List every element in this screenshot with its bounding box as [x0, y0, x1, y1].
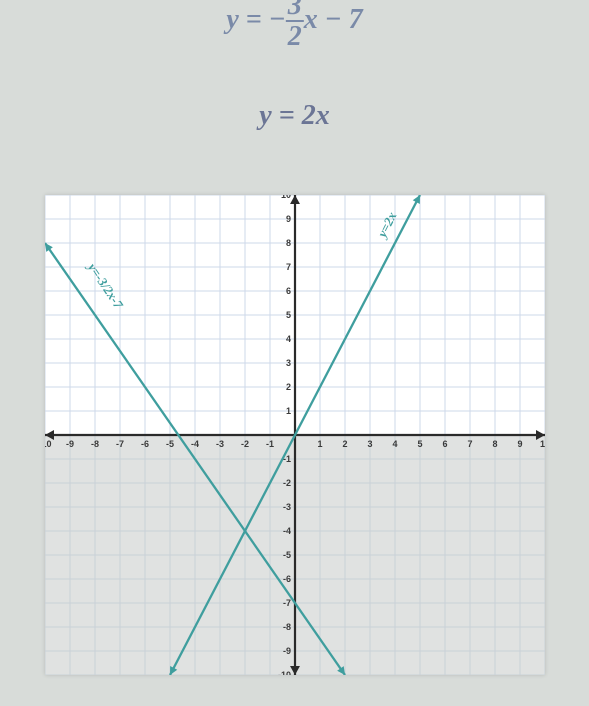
y-tick-label: 10	[280, 195, 290, 200]
y-tick-label: -10	[277, 670, 290, 675]
y-tick-label: -8	[282, 622, 290, 632]
x-tick-label: -3	[215, 439, 223, 449]
y-tick-label: -9	[282, 646, 290, 656]
y-tick-label: 9	[285, 214, 290, 224]
equation-1: y = −32x − 7	[226, 0, 362, 51]
x-tick-label: -10	[45, 439, 52, 449]
y-tick-label: 4	[285, 334, 290, 344]
x-tick-label: -8	[90, 439, 98, 449]
x-tick-label: 6	[442, 439, 447, 449]
x-tick-label: -2	[240, 439, 248, 449]
x-tick-label: 2	[342, 439, 347, 449]
y-tick-label: 7	[285, 262, 290, 272]
eq1-var: x	[304, 4, 318, 35]
y-tick-label: -2	[282, 478, 290, 488]
y-tick-label: 5	[285, 310, 290, 320]
eq1-lhs: y	[226, 4, 238, 35]
y-tick-label: -5	[282, 550, 290, 560]
x-tick-label: -5	[165, 439, 173, 449]
x-tick-label: 10	[539, 439, 544, 449]
x-tick-label: 3	[367, 439, 372, 449]
eq1-equals: =	[246, 4, 262, 35]
x-tick-label: -6	[140, 439, 148, 449]
y-tick-label: -3	[282, 502, 290, 512]
x-tick-label: 1	[317, 439, 322, 449]
eq1-numerator: 3	[286, 0, 304, 22]
y-tick-label: 6	[285, 286, 290, 296]
y-tick-label: 2	[285, 382, 290, 392]
y-tick-label: -4	[282, 526, 290, 536]
eq1-const: 7	[349, 4, 363, 35]
x-tick-label: -1	[265, 439, 273, 449]
eq1-neg: −	[269, 4, 286, 35]
y-tick-label: 1	[285, 406, 290, 416]
y-tick-label: -7	[282, 598, 290, 608]
x-tick-label: 7	[467, 439, 472, 449]
x-tick-label: -9	[65, 439, 73, 449]
eq2-text: y = 2x	[259, 100, 329, 132]
y-tick-label: -6	[282, 574, 290, 584]
y-tick-label: 8	[285, 238, 290, 248]
x-tick-label: 8	[492, 439, 497, 449]
equation-2: y = 2x	[259, 100, 329, 132]
y-tick-label: 3	[285, 358, 290, 368]
x-tick-label: -7	[115, 439, 123, 449]
x-tick-label: -4	[190, 439, 198, 449]
eq1-minus: −	[325, 4, 342, 35]
coordinate-plane: -10 -9 -8 -7 -6 -5 -4 -3 -2 -1 1 2 3 4 5 6 7 8 9 10 -10 -9 -8 -…	[45, 195, 545, 675]
x-tick-label: 9	[517, 439, 522, 449]
x-tick-label: 4	[392, 439, 397, 449]
eq1-denominator: 2	[286, 22, 304, 51]
x-tick-label: 5	[417, 439, 422, 449]
eq1-fraction: 32	[286, 0, 304, 51]
